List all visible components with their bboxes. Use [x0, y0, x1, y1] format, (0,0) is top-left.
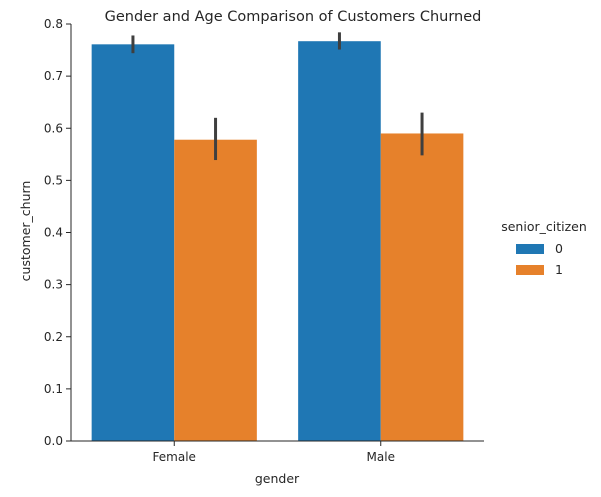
legend-swatch — [516, 265, 544, 275]
y-tick-label: 0.8 — [44, 17, 63, 31]
y-tick-label: 0.6 — [44, 121, 63, 135]
y-tick-label: 0.3 — [44, 278, 63, 292]
bar — [380, 133, 464, 441]
y-tick-label: 0.0 — [44, 434, 63, 448]
y-axis-label: customer_churn — [18, 181, 33, 282]
bar — [174, 139, 257, 441]
x-tick-label: Female — [153, 450, 196, 464]
x-tick-label: Male — [367, 450, 395, 464]
y-tick-label: 0.7 — [44, 69, 63, 83]
error-bars — [131, 32, 424, 161]
bars — [91, 41, 464, 442]
y-tick-label: 0.5 — [44, 173, 63, 187]
y-tick-label: 0.4 — [44, 226, 63, 240]
legend-label: 1 — [555, 262, 563, 277]
legend-label: 0 — [555, 241, 563, 256]
bar — [91, 44, 175, 442]
y-axis-ticks: 0.0 0.1 0.2 0.3 0.4 0.5 0.6 0.7 0.8 — [44, 17, 71, 448]
x-axis-label: gender — [255, 471, 300, 486]
bar — [298, 41, 381, 442]
x-axis-ticks: Female Male — [153, 441, 395, 464]
legend: senior_citizen 0 1 — [501, 219, 587, 277]
chart-title: Gender and Age Comparison of Customers C… — [105, 9, 482, 25]
legend-swatch — [516, 244, 544, 254]
y-tick-label: 0.1 — [44, 382, 63, 396]
legend-title: senior_citizen — [501, 219, 587, 234]
y-tick-label: 0.2 — [44, 330, 63, 344]
